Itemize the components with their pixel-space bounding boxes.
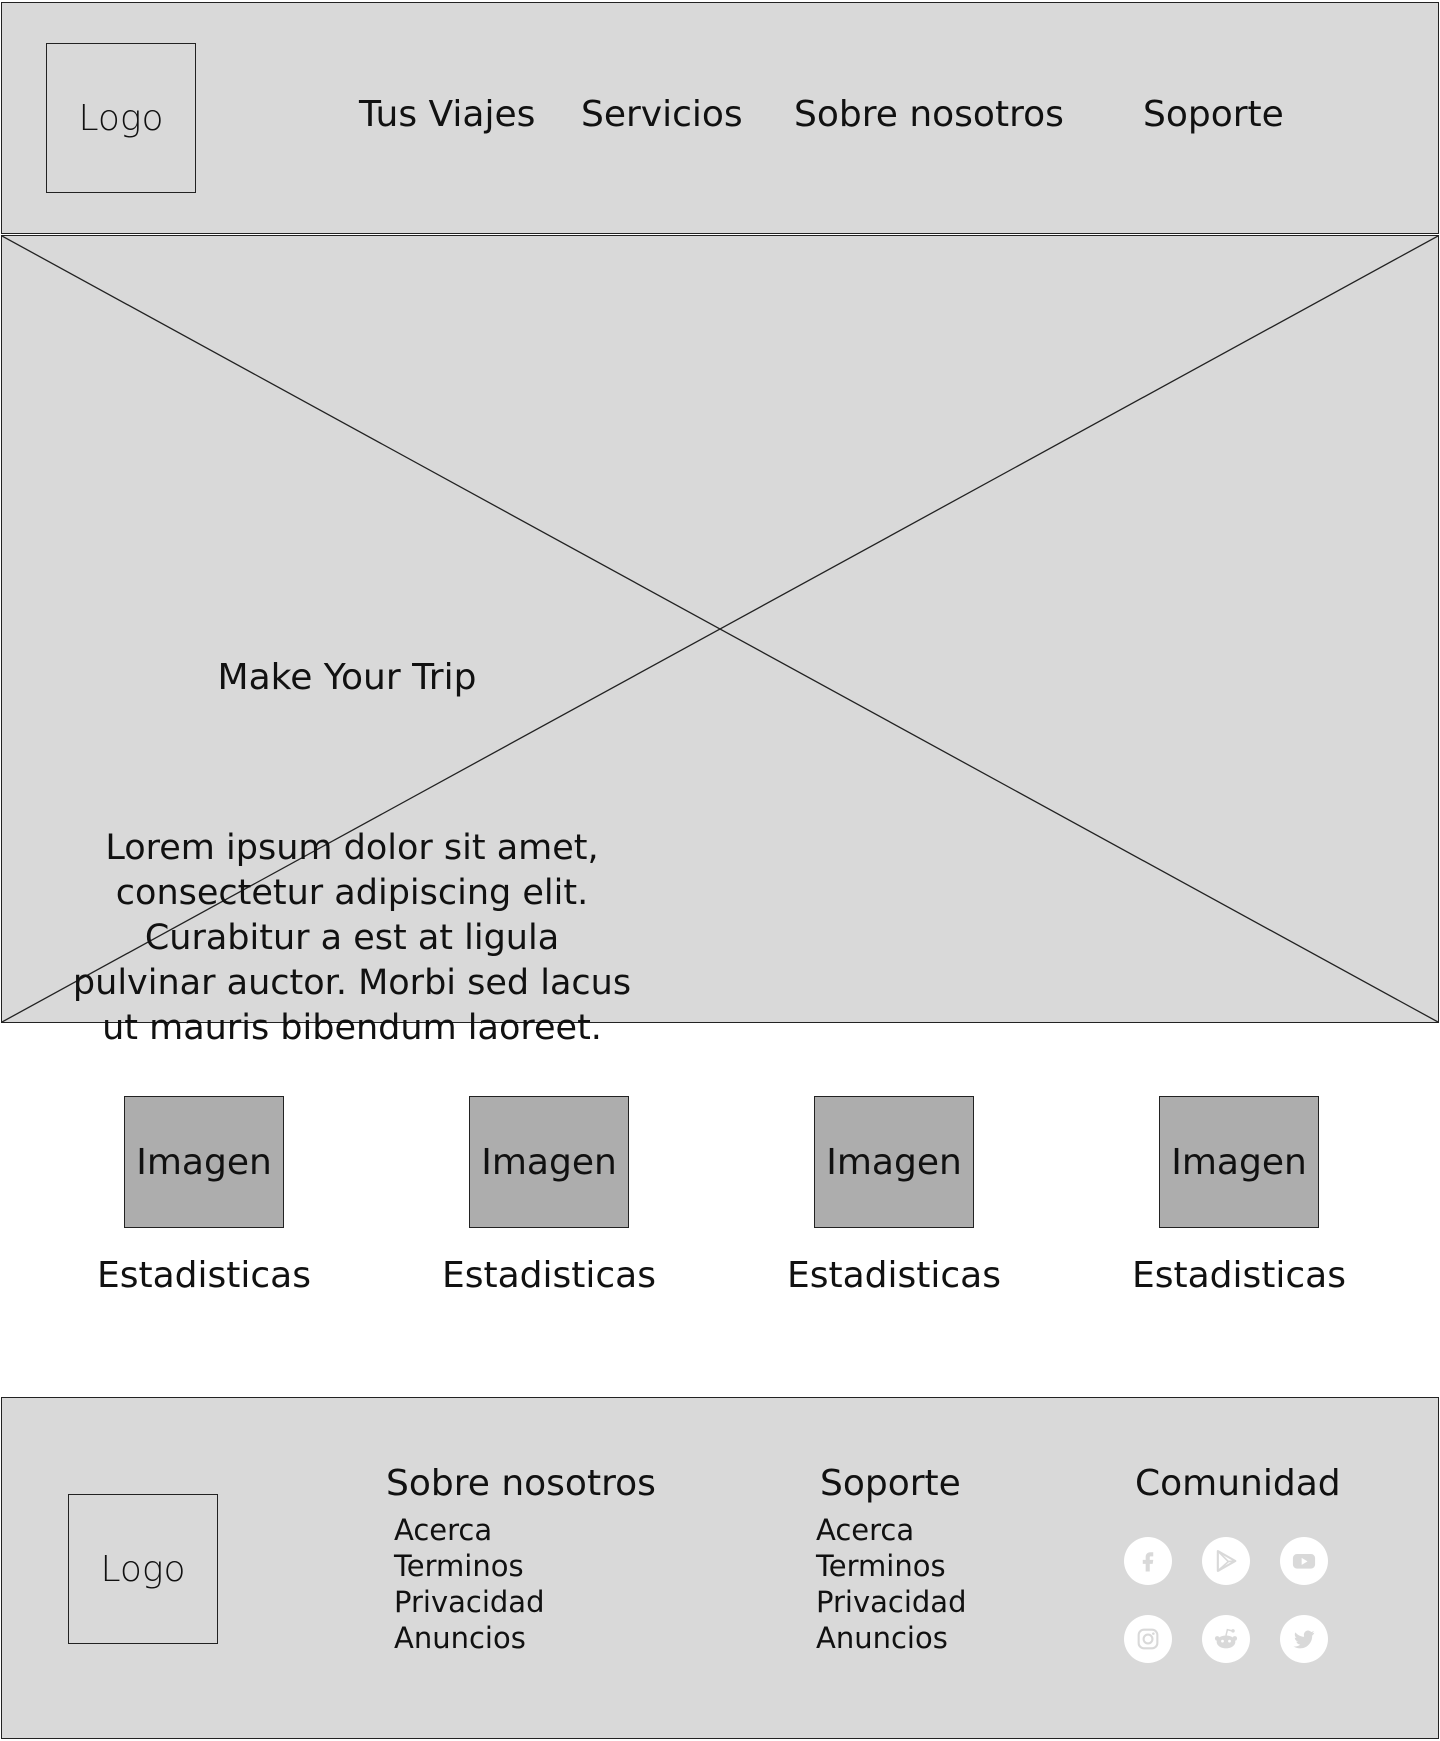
hero-banner: Make Your Trip Lorem ipsum dolor sit ame… [1,235,1439,1048]
reddit-icon[interactable] [1202,1615,1250,1663]
stat-image: Imagen [1159,1096,1319,1228]
nav-sobre-nosotros[interactable]: Sobre nosotros [794,94,1064,135]
footer-link-acerca[interactable]: Acerca [816,1513,915,1547]
footer-support-column: Soporte Acerca Terminos Privacidad Anunc… [816,1460,966,1656]
stat-label: Estadisticas [96,1255,311,1296]
nav-soporte[interactable]: Soporte [1143,94,1284,135]
footer-link-anuncios[interactable]: Anuncios [394,1621,526,1655]
footer-link-privacidad[interactable]: Privacidad [394,1585,545,1619]
header-logo[interactable]: Logo [46,43,196,193]
stat-label: Estadisticas [441,1255,656,1296]
footer-community-column: Comunidad [1135,1460,1341,1508]
footer-link-terminos[interactable]: Terminos [816,1549,946,1583]
facebook-icon[interactable] [1124,1537,1172,1585]
play-store-icon[interactable] [1202,1537,1250,1585]
stat-image: Imagen [124,1096,284,1228]
footer-link-acerca[interactable]: Acerca [394,1513,493,1547]
site-footer: Logo Sobre nosotros Acerca Terminos Priv… [1,1397,1439,1739]
footer-about-column: Sobre nosotros Acerca Terminos Privacida… [386,1460,656,1656]
stat-label: Estadisticas [786,1255,1001,1296]
social-icons [1124,1537,1332,1667]
instagram-icon[interactable] [1124,1615,1172,1663]
stat-image: Imagen [469,1096,629,1228]
stat-label: Estadisticas [1131,1255,1346,1296]
site-header: Logo Tus Viajes Servicios Sobre nosotros… [1,2,1439,234]
nav-servicios[interactable]: Servicios [581,94,743,135]
footer-link-anuncios[interactable]: Anuncios [816,1621,948,1655]
image-placeholder-cross [2,236,1438,1022]
twitter-icon[interactable] [1280,1615,1328,1663]
hero-title: Make Your Trip [217,657,477,698]
footer-community-title: Comunidad [1135,1463,1341,1504]
hero-description: Lorem ipsum dolor sit amet, consectetur … [72,828,632,1048]
footer-link-terminos[interactable]: Terminos [394,1549,524,1583]
footer-about-title: Sobre nosotros [386,1463,656,1504]
footer-logo[interactable]: Logo [68,1494,218,1644]
nav-tus-viajes[interactable]: Tus Viajes [359,94,536,135]
footer-support-title: Soporte [820,1463,961,1504]
footer-link-privacidad[interactable]: Privacidad [816,1585,967,1619]
stat-image: Imagen [814,1096,974,1228]
youtube-icon[interactable] [1280,1537,1328,1585]
